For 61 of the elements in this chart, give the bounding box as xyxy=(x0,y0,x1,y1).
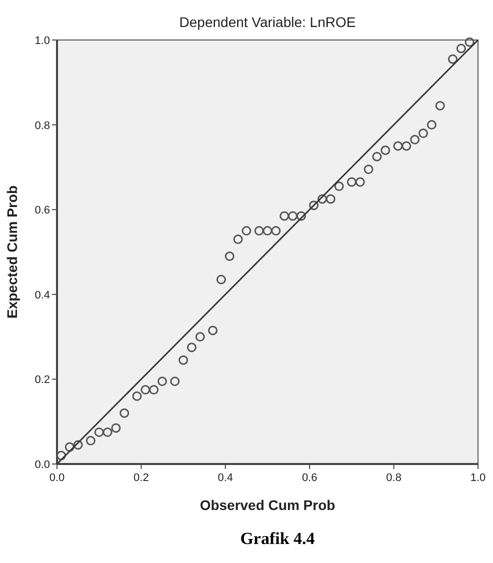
point xyxy=(170,376,180,386)
point xyxy=(456,44,466,54)
point xyxy=(216,274,226,284)
point xyxy=(262,226,272,236)
point xyxy=(346,177,356,187)
x-tick-label: 0.6 xyxy=(302,472,318,484)
point xyxy=(334,182,344,192)
point xyxy=(56,450,66,460)
point xyxy=(435,100,445,110)
point xyxy=(326,194,336,204)
point xyxy=(402,141,412,151)
point xyxy=(317,194,327,204)
point xyxy=(380,145,390,155)
point xyxy=(64,442,74,452)
y-tick-label: 0.2 xyxy=(34,374,50,386)
point xyxy=(186,342,196,352)
text: Grafik 4.4 xyxy=(240,529,316,548)
point xyxy=(140,385,150,395)
point xyxy=(372,152,382,162)
point xyxy=(149,385,159,395)
point xyxy=(120,408,130,418)
y-tick-label: 0.0 xyxy=(34,459,50,471)
point xyxy=(393,141,403,151)
point xyxy=(288,211,298,221)
x-axis-title: Observed Cum Prob xyxy=(200,497,336,513)
point xyxy=(94,427,104,437)
y-tick-label: 0.6 xyxy=(34,204,50,217)
x-tick-label: 0.0 xyxy=(49,472,65,484)
y-tick-label: 0.4 xyxy=(34,289,50,302)
point xyxy=(271,226,281,236)
point xyxy=(410,134,420,144)
point xyxy=(355,177,365,187)
y-axis-title: Expected Cum Prob xyxy=(4,185,20,319)
y-tick-label: 1.0 xyxy=(34,35,50,47)
point xyxy=(224,251,234,261)
x-tick-label: 0.4 xyxy=(218,472,234,484)
point xyxy=(195,332,205,342)
point xyxy=(132,391,142,401)
point xyxy=(418,128,428,138)
point xyxy=(296,211,306,221)
point xyxy=(426,120,436,130)
point xyxy=(73,440,83,450)
point xyxy=(309,200,319,210)
x-tick-label: 0.8 xyxy=(386,472,402,484)
point xyxy=(86,436,96,446)
x-tick-label: 0.2 xyxy=(134,472,149,484)
chart-title: Dependent Variable: LnROE xyxy=(179,14,356,30)
point xyxy=(233,234,243,244)
point xyxy=(280,211,290,221)
y-tick-label: 0.8 xyxy=(34,120,50,132)
point xyxy=(448,54,458,64)
point xyxy=(242,226,252,236)
point xyxy=(464,37,474,47)
point xyxy=(254,226,264,236)
point xyxy=(111,423,121,433)
point xyxy=(208,326,218,336)
point xyxy=(364,164,374,174)
x-tick-label: 1.0 xyxy=(470,472,486,484)
point xyxy=(102,427,112,437)
point xyxy=(178,355,188,365)
point xyxy=(158,376,167,386)
